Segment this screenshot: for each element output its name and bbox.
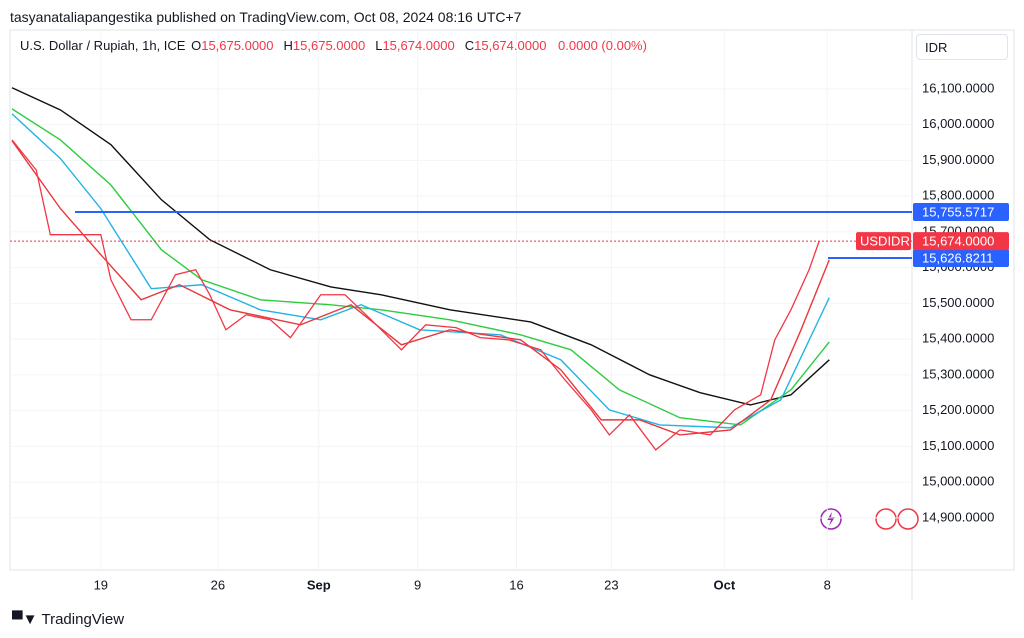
price-line: [11, 139, 820, 451]
level-label: 15,755.5717: [922, 204, 994, 219]
currency-button[interactable]: IDR: [916, 34, 1008, 60]
x-tick-label: 26: [211, 577, 225, 592]
ohlc-value: 15,674.0000: [382, 38, 455, 53]
ohlc-value: 15,675.0000: [201, 38, 274, 53]
symbol-tag: [856, 232, 911, 251]
y-tick-label: 16,100.0000: [922, 80, 994, 95]
x-tick-label: 9: [414, 577, 421, 592]
ohlc-value: 15,674.0000: [474, 38, 547, 53]
event-flag[interactable]: [897, 508, 919, 530]
event-icon[interactable]: [820, 508, 842, 530]
y-tick-label: 15,500.0000: [922, 295, 994, 310]
level-tag: [913, 249, 1009, 268]
y-tick-label: 16,000.0000: [922, 116, 994, 131]
y-tick-label: 15,000.0000: [922, 474, 994, 489]
event-bolt: [827, 512, 835, 526]
brand-name: TradingView: [41, 611, 125, 628]
byline: tasyanataliapangestika published on Trad…: [10, 9, 522, 25]
x-tick-label: 23: [604, 577, 618, 592]
price-line: [11, 140, 830, 436]
ohlc-key: C: [464, 38, 475, 53]
y-tick-label: 14,900.0000: [922, 509, 994, 524]
symbol-title: U.S. Dollar / Rupiah, 1h, ICE: [20, 38, 186, 53]
price-line: [11, 113, 830, 429]
ohlc: O15,675.0000 H15,675.0000 L15,674.0000 C15,…: [189, 38, 554, 53]
y-tick-label: 15,900.0000: [922, 152, 994, 167]
level-tag: [913, 202, 1009, 221]
level-label: 15,626.8211: [922, 250, 993, 265]
ohlc-key: L: [375, 38, 383, 53]
y-tick-label: 15,400.0000: [922, 331, 994, 346]
chart-frame: [9, 29, 1015, 571]
ohlc-key: H: [283, 38, 293, 53]
x-tick-label: Oct: [713, 577, 735, 592]
brand: ▀▼ TradingView: [12, 611, 125, 628]
x-tick-label: Sep: [307, 577, 331, 592]
price-tag: [913, 232, 1009, 251]
ohlc-key: O: [191, 38, 202, 53]
price-line: [11, 108, 830, 426]
ohlc-value: 15,675.0000: [292, 38, 366, 53]
x-tick-label: 16: [509, 577, 523, 592]
price-line: [11, 87, 830, 406]
change: 0.0000 (0.00%): [558, 38, 647, 53]
price-tag-label: 15,674.0000: [922, 234, 994, 249]
y-tick-label: 15,800.0000: [922, 188, 994, 203]
symbol-tag-label: USDIDR: [860, 234, 910, 249]
event-flag[interactable]: [875, 508, 897, 530]
legend: U.S. Dollar / Rupiah, 1h, ICE O15,675.00…: [20, 38, 655, 53]
x-tick-label: 8: [824, 577, 831, 592]
x-tick-label: 19: [94, 577, 108, 592]
y-tick-label: 15,100.0000: [922, 438, 994, 453]
y-tick-label: 15,200.0000: [922, 402, 994, 417]
y-tick-label: 15,300.0000: [922, 366, 994, 381]
